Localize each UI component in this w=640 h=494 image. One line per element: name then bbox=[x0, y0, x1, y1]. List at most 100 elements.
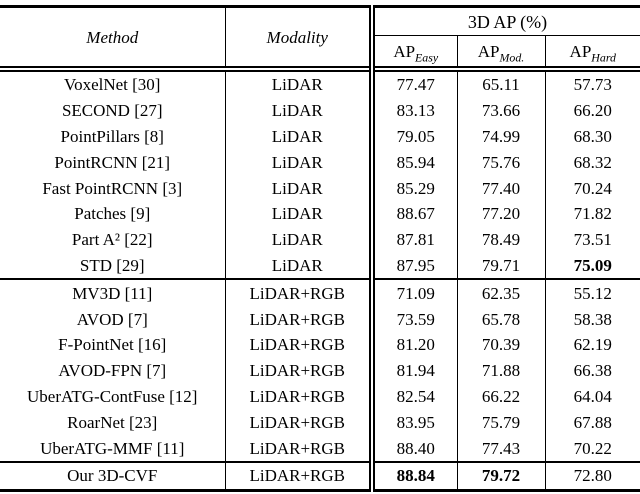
ap-easy-cell: 81.20 bbox=[369, 331, 458, 358]
ap-easy-cell: 87.81 bbox=[369, 226, 458, 253]
table-header: Method Modality 3D AP (%) APEasy APMod. … bbox=[0, 6, 640, 70]
col-group-header-3d-ap: 3D AP (%) bbox=[369, 6, 640, 36]
ap-mod-cell: 73.66 bbox=[457, 97, 546, 124]
ap-easy-cell: 83.95 bbox=[369, 409, 458, 436]
modality-cell: LiDAR+RGB bbox=[249, 386, 346, 406]
method-cell: F-PointNet [16] bbox=[0, 331, 226, 358]
method-cell: Part A² [22] bbox=[0, 226, 226, 253]
modality-cell: LiDAR+RGB bbox=[249, 438, 346, 458]
ap-easy-cell: 71.09 bbox=[369, 279, 458, 307]
table-row: AVOD [7] LiDAR+RGB 73.59 65.78 58.38 bbox=[0, 306, 640, 332]
table-row: STD [29] LiDAR 87.95 79.71 75.09 bbox=[0, 252, 640, 280]
method-cell: Our 3D-CVF bbox=[0, 461, 226, 491]
method-cell: STD [29] bbox=[0, 252, 226, 280]
ap-hard-cell: 70.22 bbox=[573, 438, 612, 458]
col-header-modality: Modality bbox=[266, 27, 328, 47]
modality-cell: LiDAR+RGB bbox=[249, 361, 346, 381]
method-cell: PointPillars [8] bbox=[0, 123, 226, 150]
table-row: UberATG-MMF [11] LiDAR+RGB 88.40 77.43 7… bbox=[0, 435, 640, 462]
ap-easy-cell-best: 88.84 bbox=[369, 461, 458, 491]
ap-easy-cell: 77.47 bbox=[369, 69, 458, 98]
ap-hard-cell: 66.38 bbox=[573, 361, 612, 381]
table-body: VoxelNet [30] LiDAR 77.47 65.11 57.73 SE… bbox=[0, 69, 640, 491]
modality-cell: LiDAR bbox=[271, 255, 323, 275]
results-table-3d-ap: Method Modality 3D AP (%) APEasy APMod. … bbox=[0, 5, 640, 492]
ap-easy-cell: 87.95 bbox=[369, 252, 458, 280]
ap-easy-cell: 88.67 bbox=[369, 200, 458, 227]
ap-prefix: AP bbox=[393, 41, 416, 61]
ap-easy-cell: 83.13 bbox=[369, 97, 458, 124]
table-row: AVOD-FPN [7] LiDAR+RGB 81.94 71.88 66.38 bbox=[0, 357, 640, 384]
ap-hard-cell: 68.32 bbox=[573, 152, 612, 172]
modality-cell: LiDAR+RGB bbox=[249, 412, 346, 432]
table-row: PointRCNN [21] LiDAR 85.94 75.76 68.32 bbox=[0, 149, 640, 176]
method-cell: VoxelNet [30] bbox=[0, 69, 226, 98]
ap-easy-cell: 85.94 bbox=[369, 149, 458, 176]
ap-hard-cell: 68.30 bbox=[573, 126, 612, 146]
modality-cell: LiDAR bbox=[271, 230, 323, 250]
col-header-method: Method bbox=[0, 6, 226, 69]
ap-hard-cell: 73.51 bbox=[573, 230, 612, 250]
ap-hard-cell: 70.24 bbox=[573, 178, 612, 198]
ap-mod-cell: 65.78 bbox=[457, 306, 546, 332]
table-row: F-PointNet [16] LiDAR+RGB 81.20 70.39 62… bbox=[0, 331, 640, 358]
ap-mod-cell: 65.11 bbox=[457, 69, 546, 98]
ap-mod-cell: 75.79 bbox=[457, 409, 546, 436]
ap-mod-cell: 75.76 bbox=[457, 149, 546, 176]
ap-mod-cell: 74.99 bbox=[457, 123, 546, 150]
method-cell: AVOD-FPN [7] bbox=[0, 357, 226, 384]
col-header-ap-mod: APMod. bbox=[457, 35, 546, 69]
col-header-ap-hard: APHard bbox=[545, 36, 640, 70]
ap-mod-cell: 70.39 bbox=[457, 331, 546, 358]
ap-easy-cell: 82.54 bbox=[369, 383, 458, 410]
ap-prefix: AP bbox=[569, 41, 592, 61]
ap-hard-cell: 62.19 bbox=[573, 335, 612, 355]
table-row: VoxelNet [30] LiDAR 77.47 65.11 57.73 bbox=[0, 69, 640, 98]
ap-hard-cell: 64.04 bbox=[573, 386, 612, 406]
method-cell: UberATG-ContFuse [12] bbox=[0, 383, 226, 410]
ap-hard-cell: 66.20 bbox=[573, 101, 612, 121]
ap-easy-cell: 73.59 bbox=[369, 306, 458, 332]
ap-mod-cell: 77.43 bbox=[457, 435, 546, 462]
table-row: MV3D [11] LiDAR+RGB 71.09 62.35 55.12 bbox=[0, 279, 640, 307]
table-row: UberATG-ContFuse [12] LiDAR+RGB 82.54 66… bbox=[0, 383, 640, 410]
table-row: PointPillars [8] LiDAR 79.05 74.99 68.30 bbox=[0, 123, 640, 150]
ap-hard-cell: 72.80 bbox=[573, 466, 612, 486]
ap-easy-cell: 88.40 bbox=[369, 435, 458, 462]
ap-hard-cell: 55.12 bbox=[573, 283, 612, 303]
table-row: Part A² [22] LiDAR 87.81 78.49 73.51 bbox=[0, 226, 640, 253]
method-cell: Fast PointRCNN [3] bbox=[0, 175, 226, 201]
table-row: Fast PointRCNN [3] LiDAR 85.29 77.40 70.… bbox=[0, 175, 640, 201]
ap-hard-cell: 57.73 bbox=[573, 75, 612, 95]
ap-subscript-mod: Mod. bbox=[499, 49, 525, 64]
method-cell: AVOD [7] bbox=[0, 306, 226, 332]
ap-mod-cell: 78.49 bbox=[457, 226, 546, 253]
modality-cell: LiDAR bbox=[271, 101, 323, 121]
ap-mod-cell: 77.40 bbox=[457, 175, 546, 201]
ap-hard-cell: 67.88 bbox=[573, 412, 612, 432]
modality-cell: LiDAR+RGB bbox=[249, 283, 346, 303]
method-cell: RoarNet [23] bbox=[0, 409, 226, 436]
table-row-ours: Our 3D-CVF LiDAR+RGB 88.84 79.72 72.80 bbox=[0, 461, 640, 491]
method-cell: SECOND [27] bbox=[0, 97, 226, 124]
ap-subscript-hard: Hard bbox=[591, 49, 616, 64]
method-cell: UberATG-MMF [11] bbox=[0, 435, 226, 462]
ap-hard-cell: 71.82 bbox=[573, 204, 612, 224]
ap-mod-cell: 79.71 bbox=[457, 252, 546, 280]
table-row: Patches [9] LiDAR 88.67 77.20 71.82 bbox=[0, 200, 640, 227]
method-cell: Patches [9] bbox=[0, 200, 226, 227]
modality-cell: LiDAR bbox=[271, 75, 323, 95]
ap-mod-cell: 77.20 bbox=[457, 200, 546, 227]
modality-cell: LiDAR bbox=[271, 204, 323, 224]
method-cell: PointRCNN [21] bbox=[0, 149, 226, 176]
ap-mod-cell: 66.22 bbox=[457, 383, 546, 410]
ap-easy-cell: 81.94 bbox=[369, 357, 458, 384]
ap-mod-cell-best: 79.72 bbox=[457, 461, 546, 491]
ap-easy-cell: 85.29 bbox=[369, 175, 458, 201]
ap-mod-cell: 71.88 bbox=[457, 357, 546, 384]
ap-mod-cell: 62.35 bbox=[457, 279, 546, 307]
modality-cell: LiDAR+RGB bbox=[249, 335, 346, 355]
method-cell: MV3D [11] bbox=[0, 279, 226, 307]
ap-hard-cell-best: 75.09 bbox=[573, 255, 612, 275]
